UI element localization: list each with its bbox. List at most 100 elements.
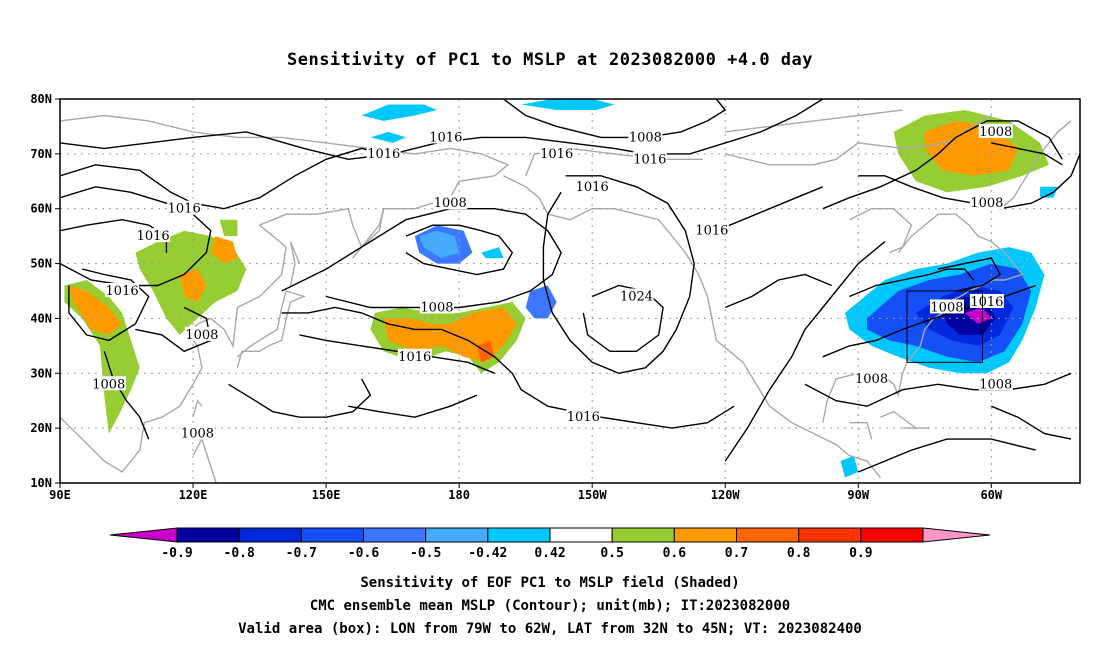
x-tick-label: 150E xyxy=(312,488,341,502)
shading-region xyxy=(964,307,992,324)
coastline xyxy=(236,290,306,368)
coastline xyxy=(999,120,1072,210)
contour-label: 1016 xyxy=(633,152,666,167)
contour-label: 1008 xyxy=(92,377,125,392)
mslp-contour xyxy=(103,351,150,440)
plot-frame xyxy=(59,98,1081,484)
mslp-contour xyxy=(299,334,495,374)
shading-region xyxy=(525,285,557,319)
contour-label-bg xyxy=(539,145,574,160)
contour-label-bg xyxy=(929,299,964,314)
colorbar-label: 0.6 xyxy=(663,546,687,561)
colorbar-label: 0.42 xyxy=(534,546,565,561)
contour-labels: 1016 1016 1008 1016 1016 1008 1008 1016 1008 1016… xyxy=(91,123,1013,442)
colorbar-extend-low xyxy=(109,527,178,543)
contour-label: 1008 xyxy=(181,427,214,442)
contour-label: 1016 xyxy=(695,224,728,239)
contour-label-bg xyxy=(366,145,401,160)
colorbar-label: 0.8 xyxy=(787,546,811,561)
contour-label: 1008 xyxy=(930,300,963,315)
mslp-contour xyxy=(849,268,975,298)
coastline xyxy=(289,241,301,286)
coastline xyxy=(822,213,1024,423)
y-tick-label: 50N xyxy=(30,257,52,271)
colorbar-extend-high xyxy=(922,527,991,543)
contour-label-bg xyxy=(433,195,468,210)
caption-valid-area: Valid area (box): LON from 79W to 62W, L… xyxy=(238,621,862,637)
colorbar-swatch xyxy=(176,527,240,543)
contour-label-bg xyxy=(180,425,215,440)
chart-title: Sensitivity of PC1 to MSLP at 2023082000… xyxy=(286,50,813,70)
colorbar-label: 0.9 xyxy=(849,546,872,561)
mslp-contour xyxy=(60,147,384,210)
contour-label-bg xyxy=(619,288,654,303)
contour-label: 1008 xyxy=(970,196,1003,211)
mslp-contour xyxy=(991,405,1072,440)
x-tick-label: 90E xyxy=(49,488,71,502)
mslp-contour xyxy=(582,284,664,352)
mslp-contour xyxy=(68,268,150,342)
shading-region xyxy=(481,247,504,259)
contour-label: 1016 xyxy=(106,284,139,299)
colorbar-swatch xyxy=(363,527,427,543)
contour-label-bg xyxy=(167,200,202,215)
valid-area-box xyxy=(906,290,983,363)
contour-label: 1016 xyxy=(168,202,201,217)
colorbar-swatch xyxy=(860,527,924,543)
contour-label: 1024 xyxy=(620,289,653,304)
contour-label-bg xyxy=(969,195,1004,210)
colorbar-swatch xyxy=(300,527,365,543)
contour-label-bg xyxy=(419,299,454,314)
colorbar-swatch xyxy=(487,527,551,543)
contour-label: 1008 xyxy=(629,130,662,145)
colorbar-swatch xyxy=(673,527,737,543)
mslp-contour xyxy=(858,438,1036,473)
coastline xyxy=(725,114,992,166)
y-tick-label: 10N xyxy=(30,476,52,490)
mslp-contour xyxy=(228,378,372,418)
contour-label: 1008 xyxy=(185,328,218,343)
coastline xyxy=(849,208,913,254)
contour-label-bg xyxy=(854,370,889,385)
x-tick-label: 150W xyxy=(578,488,608,502)
mslp-contour xyxy=(724,241,886,462)
caption-shaded: Sensitivity of EOF PC1 to MSLP field (Sh… xyxy=(360,575,740,591)
x-tick-label: 180 xyxy=(448,488,470,502)
colorbar-swatch xyxy=(798,527,862,543)
colorbar-swatch xyxy=(425,527,489,543)
contour-label-bg xyxy=(978,123,1013,138)
coastline xyxy=(503,175,881,478)
colorbar-swatch xyxy=(611,527,675,543)
y-tick-label: 40N xyxy=(30,311,52,325)
colorbar-label: -0.7 xyxy=(286,546,317,561)
y-tick-label: 80N xyxy=(30,92,52,106)
contour-label: 1016 xyxy=(970,295,1003,310)
y-tick-label: 30N xyxy=(30,366,52,380)
shading-region xyxy=(64,280,140,434)
mslp-contour xyxy=(542,175,695,375)
x-tick-label: 120W xyxy=(711,488,741,502)
colorbar-label: -0.42 xyxy=(468,546,507,561)
y-tick-label: 20N xyxy=(30,421,52,435)
y-tick-label: 60N xyxy=(30,202,52,216)
mslp-contour xyxy=(716,186,824,232)
contour-label-bg xyxy=(632,151,667,166)
colorbar-label: 0.7 xyxy=(725,546,748,561)
mslp-contour xyxy=(822,120,1063,210)
contour-label: 1008 xyxy=(434,196,467,211)
contour-label-bg xyxy=(566,409,601,424)
colorbar: -0.9 -0.8 -0.7 -0.6 -0.5 -0.42 0.42 0.5 0.6 0.7 0.… xyxy=(109,527,991,561)
x-tick-label: 120E xyxy=(179,488,208,502)
coastline xyxy=(725,109,903,133)
contour-label: 1016 xyxy=(137,229,170,244)
shading-region xyxy=(210,236,238,264)
contour-label: 1008 xyxy=(979,125,1012,140)
contour-label: 1016 xyxy=(367,147,400,162)
contour-label-bg xyxy=(628,129,663,144)
colorbar-swatch xyxy=(549,527,613,543)
contour-label-bg xyxy=(91,376,126,391)
contour-label-bg xyxy=(978,376,1013,391)
shading-region xyxy=(521,99,615,110)
contour-label-bg xyxy=(694,222,729,237)
x-tick-label: 90W xyxy=(847,488,869,502)
